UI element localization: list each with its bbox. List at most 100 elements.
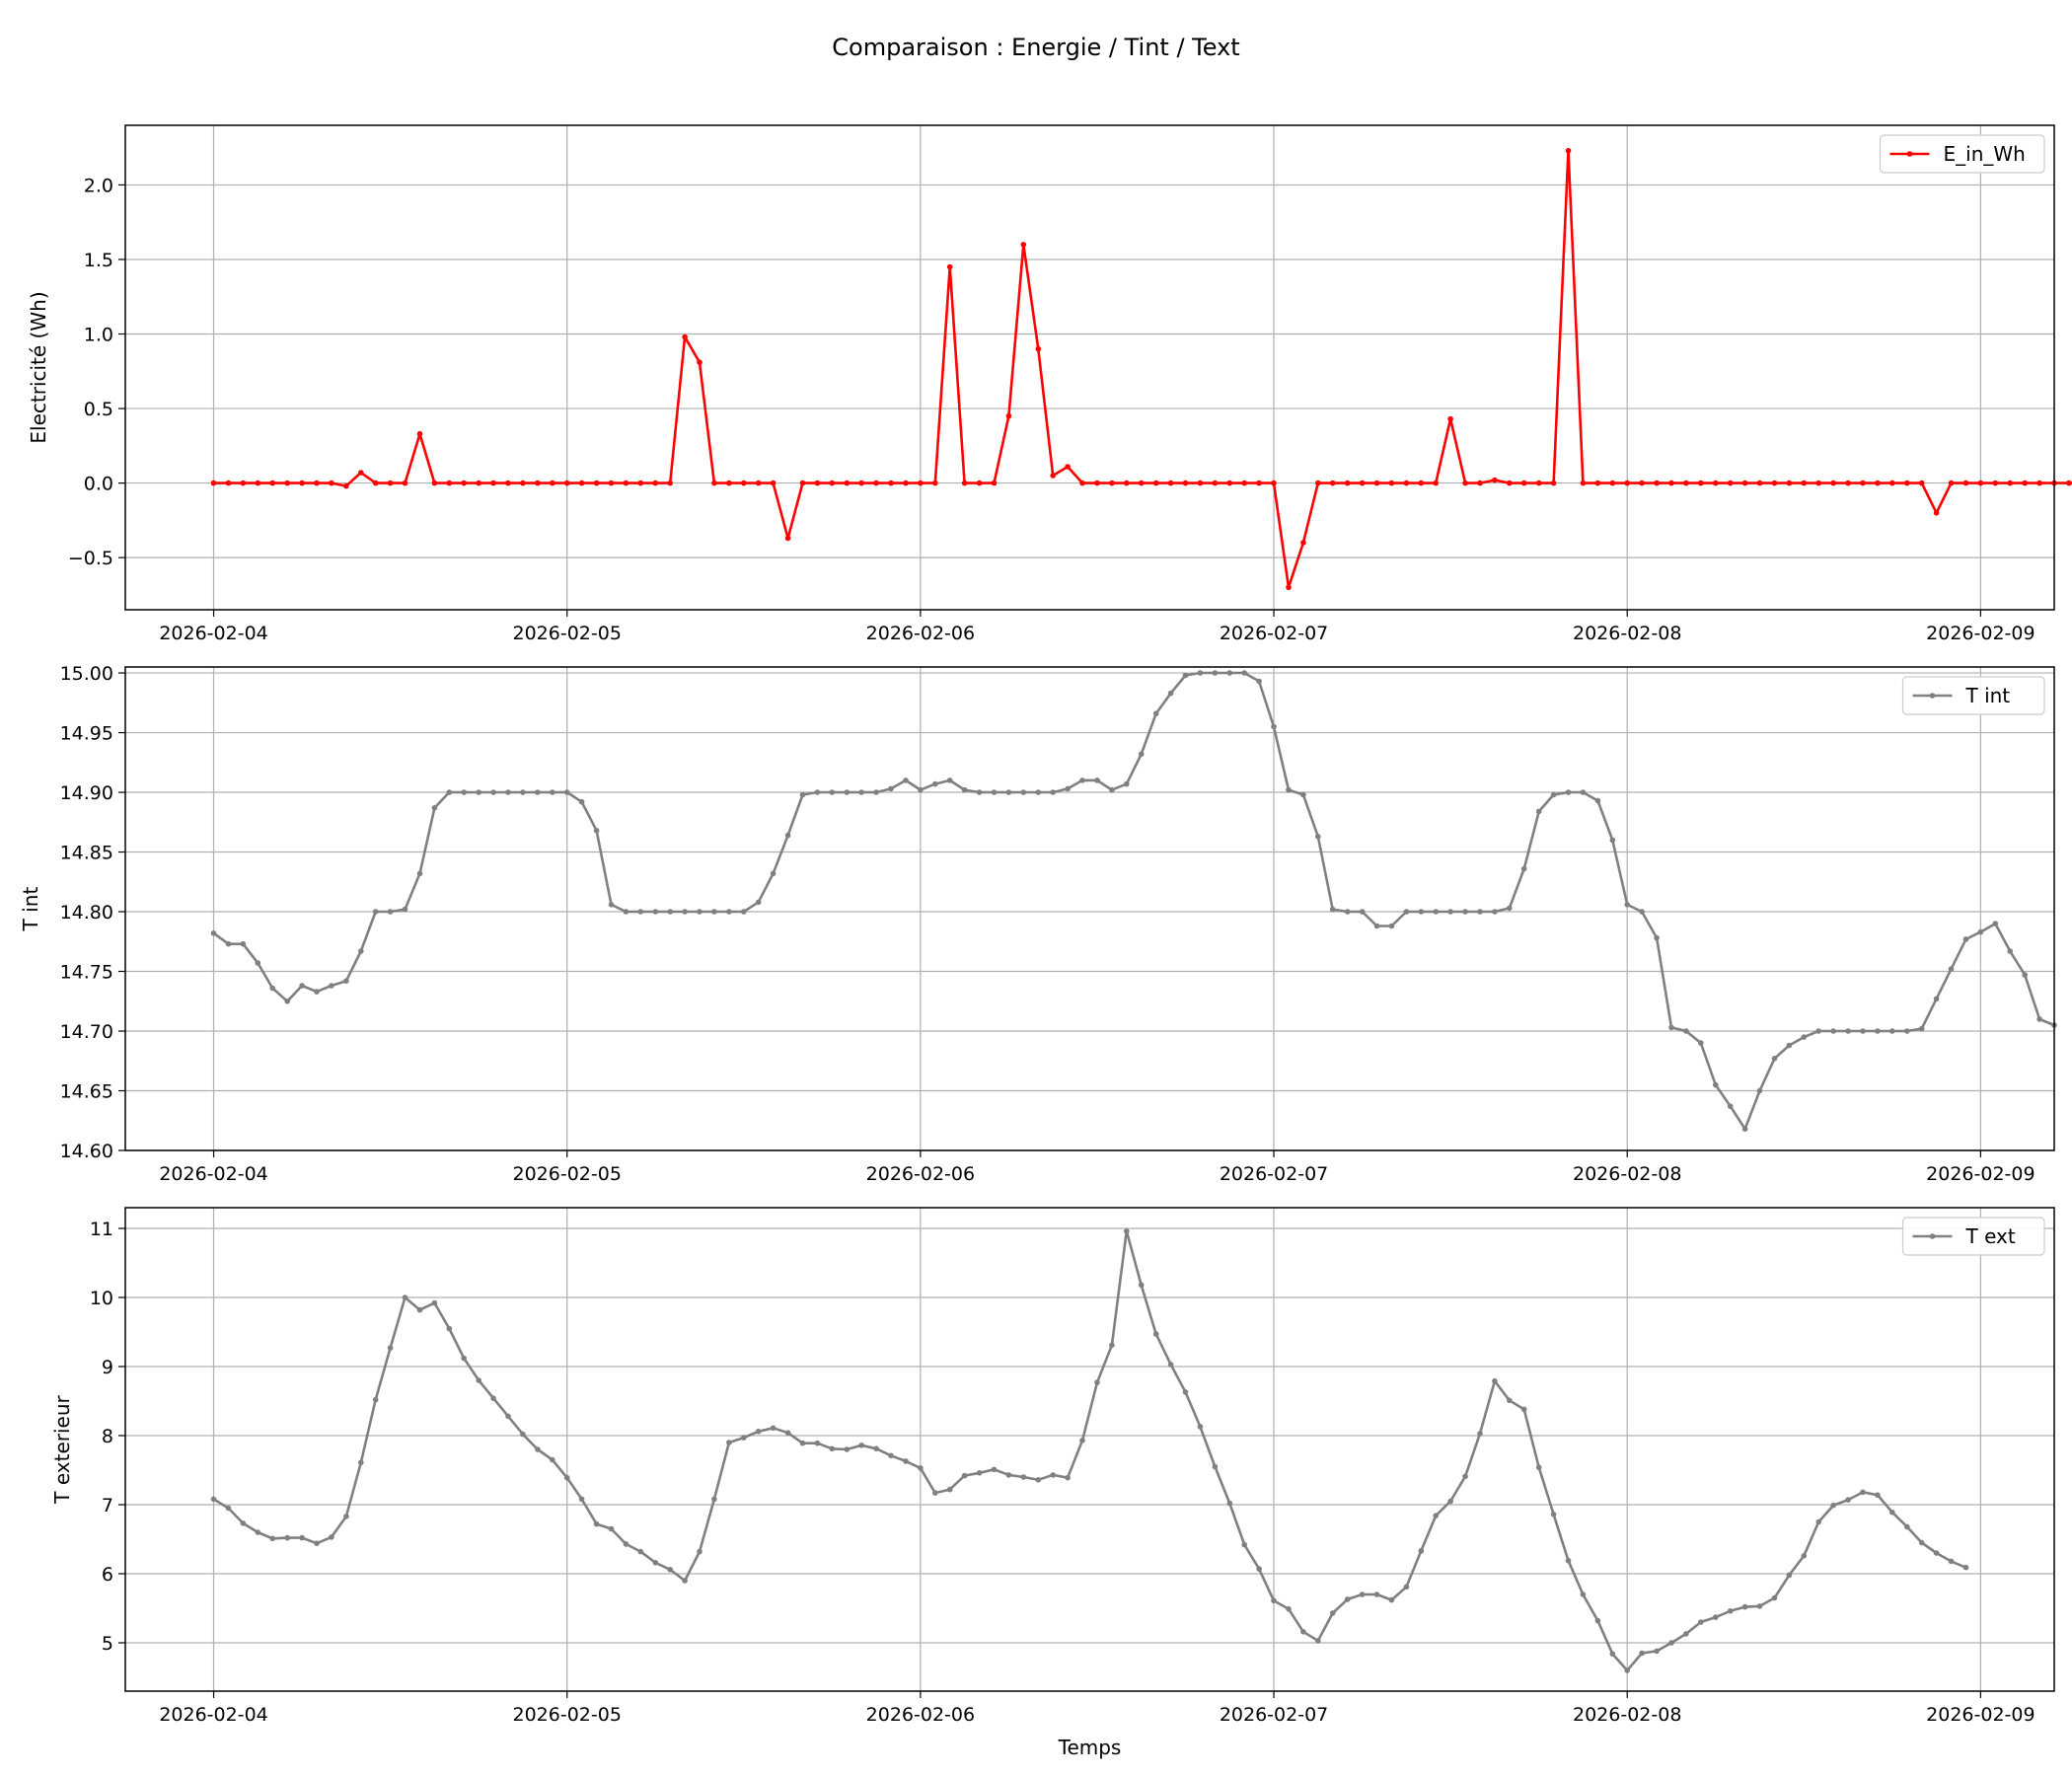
y-tick-label: 0.0 <box>84 474 113 495</box>
data-point <box>329 480 334 486</box>
y-tick-label: 10 <box>90 1288 113 1309</box>
data-point <box>991 480 998 486</box>
y-axis-label: T exterieur <box>50 1394 74 1504</box>
data-point <box>1741 1126 1748 1132</box>
subplot-2: 2026-02-04 2026-02-05 2026-02-06 2026-02-07… <box>19 663 2057 1185</box>
plot-frame <box>124 124 2055 611</box>
data-point <box>799 480 806 486</box>
data-point <box>741 1435 747 1441</box>
data-point <box>1654 1648 1660 1655</box>
legend: T ext <box>1901 1217 2045 1256</box>
data-point <box>1550 480 1557 486</box>
data-point <box>1933 1550 1940 1556</box>
data-point <box>1992 921 1999 926</box>
data-point <box>416 870 423 877</box>
data-point <box>932 780 938 787</box>
data-point <box>652 1560 659 1566</box>
data-point <box>1344 1596 1351 1602</box>
data-point <box>1359 480 1366 486</box>
data-point <box>1786 1042 1793 1049</box>
data-point <box>1535 808 1542 815</box>
data-point <box>1594 480 1601 486</box>
y-tick-label: 14.80 <box>60 902 113 924</box>
data-point <box>1580 789 1587 795</box>
data-point <box>711 480 717 486</box>
data-point <box>1300 791 1306 798</box>
data-point <box>1889 480 1895 486</box>
data-point <box>314 989 320 995</box>
y-tick-label: 14.95 <box>60 723 113 745</box>
data-point <box>446 1325 453 1332</box>
data-point <box>225 940 232 947</box>
data-point <box>446 480 453 486</box>
data-point <box>667 1567 673 1573</box>
data-point <box>1315 480 1321 486</box>
data-point <box>593 1520 600 1527</box>
data-point <box>755 899 762 906</box>
data-point <box>269 480 276 486</box>
data-point <box>1962 936 1969 942</box>
data-point <box>1624 1667 1630 1673</box>
data-point <box>770 1425 777 1432</box>
data-point <box>814 480 821 486</box>
data-point <box>416 1306 423 1313</box>
data-point <box>873 480 879 486</box>
data-point <box>1035 789 1042 795</box>
data-point <box>1271 723 1277 730</box>
data-point <box>329 1534 334 1540</box>
data-point <box>711 909 717 915</box>
series-line-t-int <box>212 671 2055 1131</box>
data-point <box>1624 902 1630 908</box>
data-point <box>1535 1464 1542 1470</box>
data-point <box>1948 1558 1955 1565</box>
data-point <box>1197 480 1204 486</box>
data-point <box>1109 786 1115 793</box>
data-point <box>829 789 836 795</box>
data-point <box>1727 1608 1734 1614</box>
y-tick-label: 14.90 <box>60 782 113 804</box>
data-point <box>372 909 379 915</box>
data-point <box>520 480 526 486</box>
data-point <box>1212 670 1219 676</box>
data-point <box>1329 1610 1336 1616</box>
data-point <box>1933 510 1940 516</box>
data-point <box>1830 1502 1836 1509</box>
data-point <box>1035 1477 1042 1483</box>
x-tick-label: 2026-02-05 <box>512 1704 621 1726</box>
data-point <box>1388 1596 1395 1603</box>
data-point <box>932 480 938 486</box>
data-point <box>1005 1472 1012 1478</box>
data-point <box>1433 909 1439 915</box>
data-point <box>255 960 261 966</box>
data-point <box>476 1377 482 1383</box>
data-point <box>240 480 247 486</box>
data-point <box>1271 480 1277 486</box>
y-tick-label: 8 <box>102 1426 113 1447</box>
data-point <box>932 1490 938 1496</box>
data-point <box>1226 1500 1233 1507</box>
data-point <box>1094 1379 1100 1385</box>
data-point <box>1256 1566 1262 1572</box>
data-point <box>210 1496 217 1503</box>
data-point <box>667 909 673 915</box>
data-point <box>1124 780 1130 787</box>
data-point <box>799 1440 806 1446</box>
data-point <box>697 1548 703 1555</box>
data-point <box>505 1413 511 1420</box>
data-point <box>1286 584 1292 591</box>
data-point <box>1565 789 1572 795</box>
data-point <box>476 789 482 795</box>
data-point <box>711 1496 717 1503</box>
x-tick-label: 2026-02-07 <box>1220 1163 1328 1185</box>
data-point <box>623 1541 629 1547</box>
data-point <box>682 909 688 915</box>
data-point <box>1580 1591 1587 1597</box>
data-point <box>784 832 791 839</box>
data-point <box>593 480 600 486</box>
data-point <box>1138 1282 1145 1289</box>
data-point <box>550 1456 555 1463</box>
data-point <box>343 978 349 984</box>
data-point <box>1418 480 1425 486</box>
data-point <box>961 480 968 486</box>
